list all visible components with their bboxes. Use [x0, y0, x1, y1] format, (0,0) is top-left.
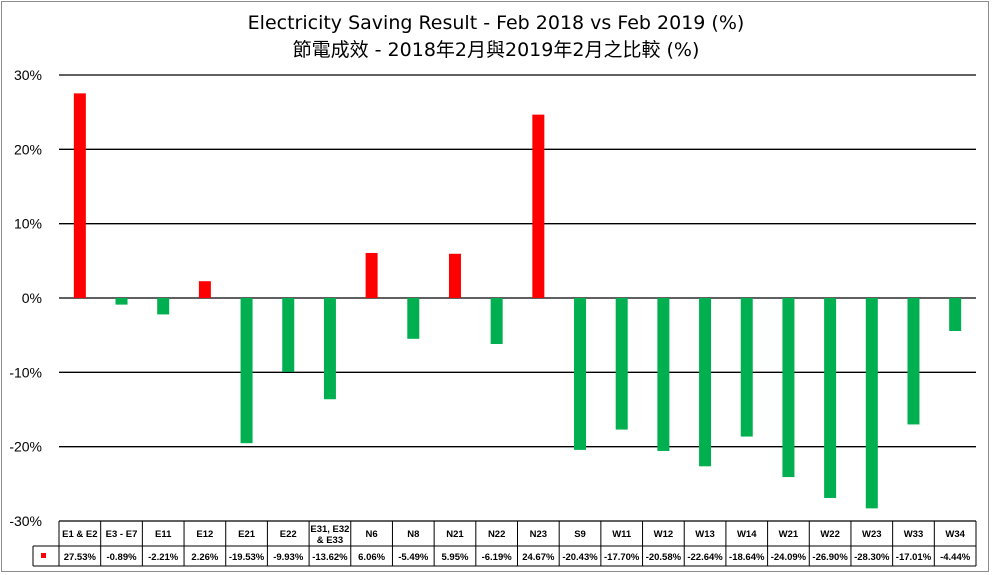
category-label: S9	[574, 529, 586, 540]
y-tick-label: -20%	[9, 439, 42, 455]
bar	[323, 298, 336, 400]
value-label: 27.53%	[64, 552, 97, 563]
bar	[240, 298, 253, 444]
value-label: 24.67%	[522, 552, 555, 563]
category-label: N8	[407, 529, 419, 540]
y-tick-label: -30%	[9, 513, 42, 529]
bar	[365, 252, 378, 298]
bar	[657, 298, 670, 451]
y-tick-label: 20%	[14, 141, 42, 157]
value-label: -5.49%	[398, 552, 429, 563]
value-label: -22.64%	[687, 552, 723, 563]
value-label: 6.06%	[358, 552, 385, 563]
bar	[865, 298, 878, 509]
bar	[824, 298, 837, 498]
value-label: -0.89%	[106, 552, 137, 563]
legend-key	[41, 553, 46, 558]
category-label: E31, E32	[310, 524, 349, 535]
bar	[115, 298, 128, 305]
category-label: W22	[820, 529, 840, 540]
category-label: W12	[654, 529, 674, 540]
category-label: E22	[280, 529, 297, 540]
value-label: 5.95%	[442, 552, 469, 563]
bar	[615, 298, 628, 430]
category-label: N21	[446, 529, 464, 540]
bar	[282, 298, 295, 372]
bars	[73, 93, 962, 509]
y-tick-label: 0%	[22, 290, 42, 306]
bar	[407, 298, 420, 339]
category-label: E1 & E2	[62, 529, 97, 540]
value-label: -17.70%	[604, 552, 640, 563]
category-label: W14	[737, 529, 757, 540]
bar	[907, 298, 920, 425]
data-table: E1 & E2 27.53% E3 - E7 -0.89% E11 -2.21% E12 2.…	[32, 520, 977, 567]
value-label: -13.62%	[312, 552, 348, 563]
bar	[740, 298, 753, 437]
category-label: W13	[695, 529, 715, 540]
value-label: -4.44%	[940, 552, 971, 563]
category-label: E3 - E7	[106, 529, 138, 540]
category-label: E12	[196, 529, 213, 540]
category-label: N6	[366, 529, 378, 540]
bar	[574, 298, 587, 450]
value-label: -24.09%	[771, 552, 807, 563]
category-label: N23	[530, 529, 547, 540]
bar	[448, 253, 461, 298]
value-label: 2.26%	[191, 552, 218, 563]
y-tick-label: 30%	[14, 67, 42, 83]
category-label: E21	[238, 529, 256, 540]
bar	[699, 298, 712, 467]
category-label: W21	[779, 529, 799, 540]
chart-subtitle: 節電成效 - 2018年2月與2019年2月之比較 (%)	[292, 39, 700, 61]
bar	[532, 114, 545, 299]
y-axis-ticks: 30% 20% 10% 0% -10% -20% -30%	[9, 67, 42, 529]
bar	[490, 298, 503, 345]
bar	[73, 93, 86, 298]
value-label: -26.90%	[812, 552, 848, 563]
bar	[949, 298, 962, 332]
category-label: N22	[488, 529, 505, 540]
value-label: -28.30%	[854, 552, 890, 563]
category-label: W34	[945, 529, 965, 540]
category-label: W11	[612, 529, 632, 540]
category-label: W33	[904, 529, 924, 540]
bar	[782, 298, 795, 478]
value-label: -6.19%	[482, 552, 513, 563]
value-label: -20.58%	[646, 552, 682, 563]
bar	[157, 298, 170, 315]
value-label: -19.53%	[229, 552, 265, 563]
bar	[198, 281, 211, 298]
value-label: -18.64%	[729, 552, 765, 563]
value-label: -20.43%	[562, 552, 598, 563]
y-tick-label: 10%	[14, 216, 42, 232]
category-label: & E33	[317, 535, 343, 546]
chart-title: Electricity Saving Result - Feb 2018 vs …	[247, 12, 745, 34]
value-label: -2.21%	[148, 552, 179, 563]
category-label: E11	[155, 529, 172, 540]
value-label: -17.01%	[896, 552, 932, 563]
gridlines	[59, 74, 976, 522]
y-tick-label: -10%	[9, 364, 42, 380]
value-label: -9.93%	[273, 552, 304, 563]
category-label: W23	[862, 529, 882, 540]
